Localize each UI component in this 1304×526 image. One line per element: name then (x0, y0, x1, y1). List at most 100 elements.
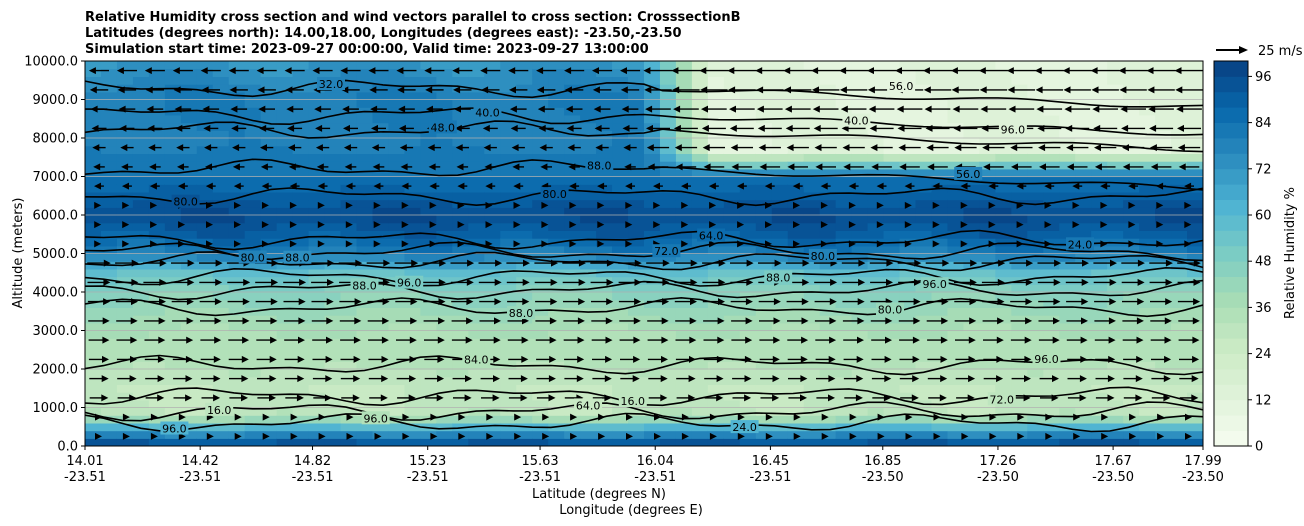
humidity-cell (979, 138, 996, 147)
humidity-cell (739, 138, 757, 147)
humidity-cell (675, 76, 693, 85)
humidity-cell (1011, 107, 1028, 116)
humidity-cell (116, 215, 134, 224)
humidity-cell (899, 292, 917, 301)
humidity-cell (787, 91, 805, 101)
humidity-cell (835, 330, 853, 339)
humidity-cell (420, 161, 437, 170)
humidity-cell (468, 261, 485, 270)
wind-vector-head (317, 240, 325, 248)
humidity-cell (388, 307, 406, 316)
humidity-cell (1059, 114, 1076, 124)
humidity-cell (340, 315, 358, 324)
humidity-cell (819, 399, 837, 409)
wind-vector-head (1044, 240, 1052, 248)
humidity-cell (212, 107, 230, 116)
humidity-cell (372, 253, 390, 262)
humidity-cell (1091, 438, 1108, 446)
humidity-cell (787, 76, 805, 85)
wind-vector-head (1045, 432, 1053, 440)
humidity-cell (1107, 438, 1124, 446)
humidity-cell (691, 361, 709, 370)
humidity-cell (436, 99, 453, 108)
wind-vector-head (961, 432, 969, 440)
humidity-cell (931, 168, 949, 178)
humidity-cell (755, 407, 773, 416)
humidity-cell (1155, 161, 1172, 170)
humidity-cell (356, 153, 374, 162)
humidity-cell (260, 61, 278, 70)
humidity-cell (1075, 130, 1092, 139)
wind-vector-head (410, 317, 418, 325)
humidity-cell (420, 284, 437, 293)
humidity-cell (212, 153, 230, 162)
humidity-cell (1043, 284, 1060, 293)
humidity-cell (931, 345, 949, 355)
humidity-cell (787, 345, 805, 355)
humidity-cell (723, 322, 741, 332)
humidity-cell (1027, 330, 1044, 339)
humidity-cell (963, 330, 980, 339)
humidity-cell (452, 422, 469, 432)
humidity-cell (452, 345, 469, 355)
humidity-cell (1139, 307, 1156, 316)
humidity-cell (1043, 130, 1060, 139)
humidity-cell (771, 68, 789, 77)
humidity-cell (85, 184, 102, 193)
humidity-cell (723, 130, 741, 139)
humidity-cell (132, 199, 150, 208)
humidity-cell (596, 61, 613, 70)
wind-vector-head (940, 375, 948, 383)
humidity-cell (644, 84, 661, 93)
humidity-cell (436, 422, 453, 432)
humidity-cell (276, 176, 294, 185)
humidity-cell (228, 399, 246, 409)
humidity-cell (516, 376, 533, 385)
humidity-cell (947, 245, 965, 255)
wind-vector-head (829, 336, 837, 344)
humidity-cell (755, 268, 773, 278)
humidity-cell (931, 322, 949, 332)
humidity-cell (691, 245, 709, 255)
humidity-cell (484, 422, 501, 432)
humidity-cell (979, 153, 996, 162)
humidity-cell (691, 307, 709, 316)
humidity-cell (180, 130, 198, 139)
humidity-cell (388, 315, 406, 324)
wind-vector-head (214, 336, 222, 344)
humidity-cell (1139, 68, 1156, 77)
humidity-cell (468, 191, 485, 201)
humidity-cell (164, 122, 182, 131)
humidity-cell (819, 176, 837, 185)
humidity-cell (308, 161, 326, 170)
humidity-cell (739, 238, 757, 247)
humidity-cell (628, 122, 645, 131)
humidity-cell (659, 284, 677, 293)
humidity-cell (1139, 384, 1156, 393)
humidity-cell (532, 384, 549, 393)
humidity-cell (244, 122, 262, 131)
humidity-cell (675, 122, 693, 131)
humidity-cell (787, 130, 805, 139)
humidity-cell (1171, 407, 1188, 416)
humidity-cell (596, 84, 613, 93)
humidity-cell (755, 261, 773, 270)
humidity-cell (771, 230, 789, 239)
humidity-cell (1059, 399, 1076, 409)
humidity-cell (548, 145, 565, 154)
humidity-cell (276, 230, 294, 239)
humidity-cell (100, 307, 118, 316)
humidity-cell (324, 215, 342, 224)
humidity-cell (180, 330, 198, 339)
wind-vector-head (848, 182, 856, 190)
humidity-cell (116, 345, 134, 355)
humidity-cell (819, 338, 837, 347)
humidity-cell (995, 345, 1012, 355)
humidity-cell (1059, 261, 1076, 270)
humidity-cell (292, 84, 310, 93)
humidity-cell (819, 122, 837, 131)
humidity-cell (340, 253, 358, 262)
wind-vector-head (569, 182, 577, 190)
humidity-cell (628, 130, 645, 139)
humidity-cell (132, 345, 150, 355)
